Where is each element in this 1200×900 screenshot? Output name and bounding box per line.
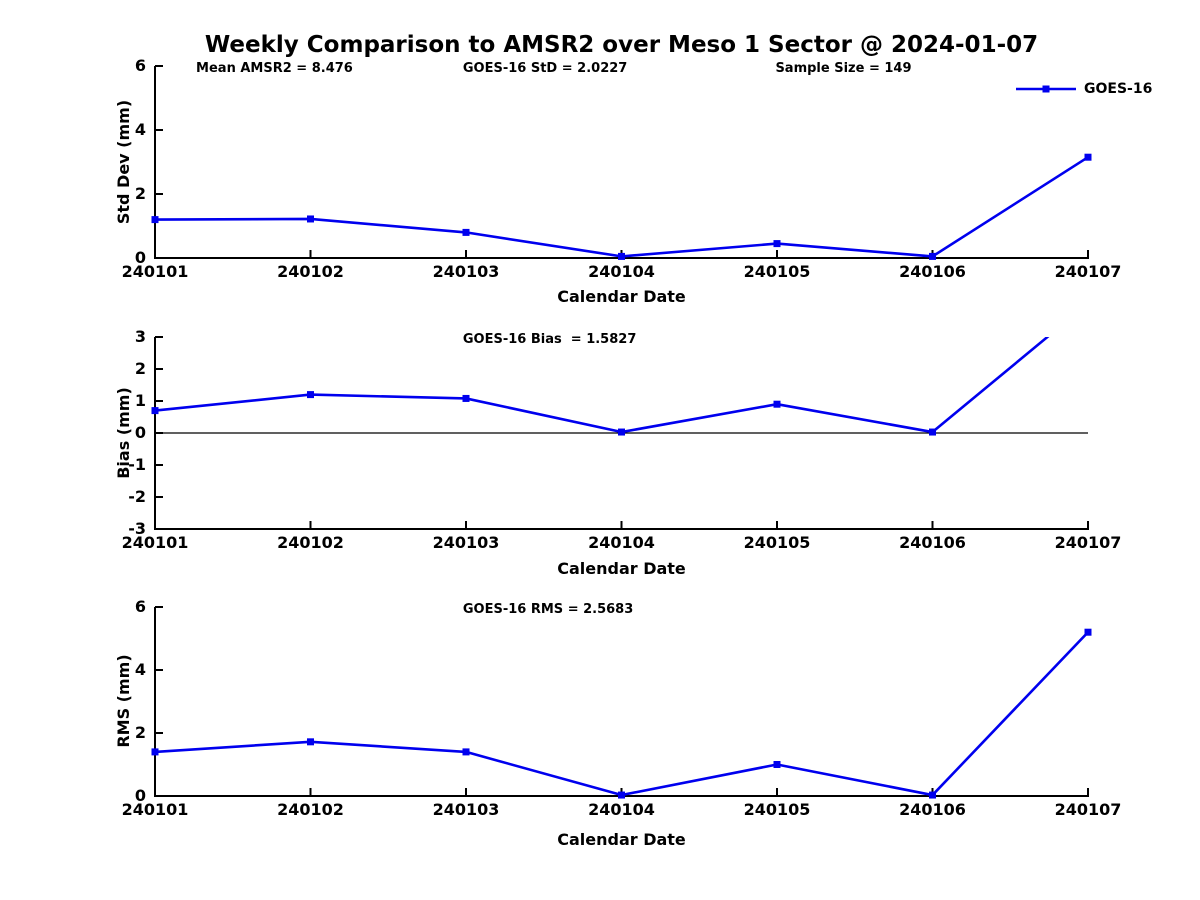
y-tick-label: 2 bbox=[134, 359, 146, 378]
x-tick-label: 240102 bbox=[277, 262, 344, 281]
rms-data-marker bbox=[618, 791, 625, 799]
x-tick-label: 240102 bbox=[277, 533, 344, 552]
y-tick-label: 3 bbox=[134, 327, 146, 346]
bias-data-marker bbox=[151, 407, 159, 415]
std-dev-data-marker bbox=[618, 252, 625, 260]
rms-data-marker bbox=[462, 748, 470, 756]
x-tick-label: 240104 bbox=[588, 262, 655, 281]
y-tick-label: 6 bbox=[134, 597, 146, 616]
x-tick-label: 240106 bbox=[899, 262, 966, 281]
x-tick-label: 240104 bbox=[588, 800, 655, 819]
plot-annotation: Sample Size = 149 bbox=[775, 61, 912, 76]
rms-data-line bbox=[154, 631, 1089, 797]
plot-annotation: GOES-16 StD = 2.0227 bbox=[462, 61, 628, 76]
std-dev-data-marker bbox=[773, 240, 781, 248]
x-tick-label: 240105 bbox=[743, 533, 811, 552]
plot-annotation: Mean AMSR2 = 8.476 bbox=[196, 61, 353, 76]
y-tick-label: 4 bbox=[134, 120, 146, 139]
rms-data-marker bbox=[151, 748, 159, 756]
y-tick-label: 6 bbox=[134, 56, 146, 75]
std-dev-data-line bbox=[154, 156, 1089, 258]
x-tick-label: 240105 bbox=[743, 262, 811, 281]
rms-data-marker bbox=[1084, 628, 1092, 636]
x-tick-label: 240101 bbox=[121, 262, 189, 281]
rms-data-marker bbox=[929, 791, 936, 799]
bias-data-marker bbox=[307, 391, 314, 399]
xlabel-std-dev: Calendar Date bbox=[557, 287, 686, 306]
rms-data-marker bbox=[773, 761, 781, 768]
y-tick-label: -1 bbox=[128, 455, 146, 474]
y-tick-label: -3 bbox=[128, 519, 146, 538]
bias-data-marker bbox=[462, 394, 470, 402]
figure-title: Weekly Comparison to AMSR2 over Meso 1 S… bbox=[204, 32, 1039, 58]
x-tick-label: 240101 bbox=[121, 800, 189, 819]
std-dev-data-marker bbox=[151, 216, 159, 224]
x-tick-label: 240104 bbox=[588, 533, 655, 552]
x-tick-label: 240107 bbox=[1054, 800, 1122, 819]
x-tick-label: 240105 bbox=[743, 800, 811, 819]
y-tick-label: 2 bbox=[134, 184, 146, 203]
bias-data-marker bbox=[773, 400, 781, 408]
std-dev-data-marker bbox=[1084, 153, 1092, 161]
xlabel-bias: Calendar Date bbox=[557, 559, 686, 578]
x-tick-label: 240106 bbox=[899, 800, 966, 819]
x-tick-label: 240101 bbox=[121, 533, 189, 552]
x-tick-label: 240102 bbox=[277, 800, 344, 819]
x-tick-label: 240103 bbox=[432, 800, 500, 819]
xlabel-rms: Calendar Date bbox=[557, 830, 686, 849]
x-tick-label: 240103 bbox=[432, 533, 500, 552]
ylabel-rms: RMS (mm) bbox=[114, 654, 133, 748]
bias-data-line bbox=[154, 337, 1050, 434]
y-tick-label: 1 bbox=[134, 391, 146, 410]
std-dev-data-marker bbox=[462, 228, 470, 236]
legend-label-goes16: GOES-16 bbox=[1084, 81, 1153, 97]
x-tick-label: 240107 bbox=[1054, 533, 1122, 552]
y-tick-label: 0 bbox=[134, 248, 146, 267]
x-tick-label: 240106 bbox=[899, 533, 966, 552]
x-tick-label: 240103 bbox=[432, 262, 500, 281]
bias-data-marker bbox=[929, 428, 936, 436]
plot-annotation: GOES-16 RMS = 2.5683 bbox=[462, 602, 634, 617]
y-tick-label: 4 bbox=[134, 660, 146, 679]
rms-data-marker bbox=[307, 738, 314, 746]
y-tick-label: -2 bbox=[128, 487, 146, 506]
plot-annotation: GOES-16 Bias = 1.5827 bbox=[462, 332, 637, 347]
std-dev-data-marker bbox=[929, 252, 936, 260]
y-tick-label: 2 bbox=[134, 723, 146, 742]
std-dev-data-marker bbox=[307, 215, 314, 223]
bias-data-marker bbox=[618, 428, 625, 436]
y-tick-label: 0 bbox=[134, 786, 146, 805]
ylabel-std-dev: Std Dev (mm) bbox=[114, 99, 133, 225]
y-tick-label: 0 bbox=[134, 423, 146, 442]
x-tick-label: 240107 bbox=[1054, 262, 1122, 281]
legend-marker-sample bbox=[1042, 85, 1050, 93]
